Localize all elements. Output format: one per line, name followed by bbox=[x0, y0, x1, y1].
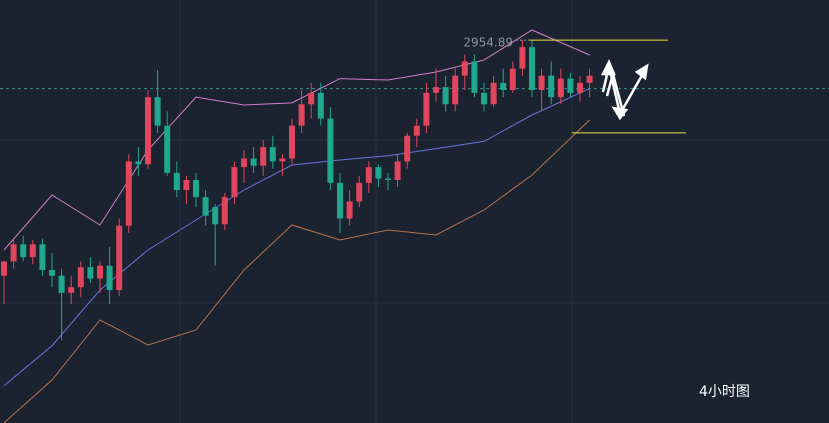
candle-body bbox=[365, 167, 372, 183]
candle-body bbox=[461, 61, 468, 76]
candle-body bbox=[500, 82, 507, 90]
candle-body bbox=[471, 61, 478, 93]
candle-body bbox=[250, 158, 257, 166]
band-line bbox=[3, 119, 590, 423]
candle-body bbox=[346, 201, 353, 219]
candle-body bbox=[442, 87, 449, 105]
band-line bbox=[3, 29, 590, 251]
candle-body bbox=[577, 82, 583, 93]
candle-body bbox=[481, 92, 487, 105]
band-line bbox=[3, 88, 590, 387]
candle-body bbox=[289, 125, 295, 159]
candle-body bbox=[183, 180, 190, 190]
candle-body bbox=[231, 167, 238, 198]
candle-body bbox=[193, 180, 199, 198]
candle-body bbox=[385, 178, 391, 180]
candle-body bbox=[433, 87, 439, 93]
candle-body bbox=[529, 47, 535, 90]
candle-body bbox=[337, 182, 343, 219]
candle-body bbox=[317, 92, 324, 119]
candle-body bbox=[29, 244, 36, 258]
candle-body bbox=[10, 244, 17, 262]
candle-body bbox=[154, 97, 161, 126]
candle-body bbox=[212, 207, 219, 225]
candle-body bbox=[279, 158, 286, 162]
candle-body bbox=[221, 197, 228, 225]
candle-body bbox=[394, 161, 401, 180]
candle-body bbox=[77, 267, 84, 288]
candle-body bbox=[413, 125, 420, 136]
arrow-head bbox=[600, 58, 616, 76]
candle-body bbox=[375, 167, 382, 179]
drawn-arrows bbox=[600, 58, 649, 121]
candle-body bbox=[509, 68, 516, 90]
candle-body bbox=[557, 78, 564, 98]
candle-body bbox=[586, 75, 593, 83]
candle-body bbox=[327, 118, 334, 183]
chart-title: 4小时图 bbox=[699, 384, 750, 400]
candle-body bbox=[39, 244, 46, 270]
candle-body bbox=[298, 104, 305, 126]
candle-body bbox=[452, 75, 459, 105]
candle-body bbox=[269, 147, 276, 162]
candle-body bbox=[135, 161, 142, 165]
candle-body bbox=[404, 135, 411, 162]
candle-body bbox=[548, 75, 555, 98]
candle-body bbox=[87, 267, 94, 279]
candle-body bbox=[490, 82, 497, 105]
candle-body bbox=[145, 97, 151, 165]
candle-body bbox=[308, 92, 315, 105]
candle-body bbox=[20, 244, 27, 258]
candle-body bbox=[49, 270, 55, 276]
candle-body bbox=[173, 172, 180, 190]
high-marker-label: 2954.89 bbox=[463, 36, 513, 50]
candle-body bbox=[125, 161, 132, 226]
candle-body bbox=[538, 75, 545, 90]
candle-body bbox=[567, 78, 574, 93]
zigzag bbox=[601, 65, 647, 118]
candle-body bbox=[241, 158, 247, 168]
candle-body bbox=[68, 287, 75, 293]
candle-body bbox=[97, 265, 103, 279]
arrow-head bbox=[611, 106, 629, 121]
candle-body bbox=[1, 261, 7, 276]
candle-body bbox=[202, 197, 209, 216]
candle-body bbox=[356, 182, 363, 202]
candle-body bbox=[116, 225, 123, 290]
candle-body bbox=[260, 147, 267, 166]
candle-body bbox=[519, 47, 526, 69]
candle-body bbox=[58, 275, 65, 293]
candle-body bbox=[106, 265, 113, 290]
candle-body bbox=[423, 92, 430, 126]
candle-body bbox=[164, 125, 171, 173]
arrow-head bbox=[634, 63, 649, 81]
